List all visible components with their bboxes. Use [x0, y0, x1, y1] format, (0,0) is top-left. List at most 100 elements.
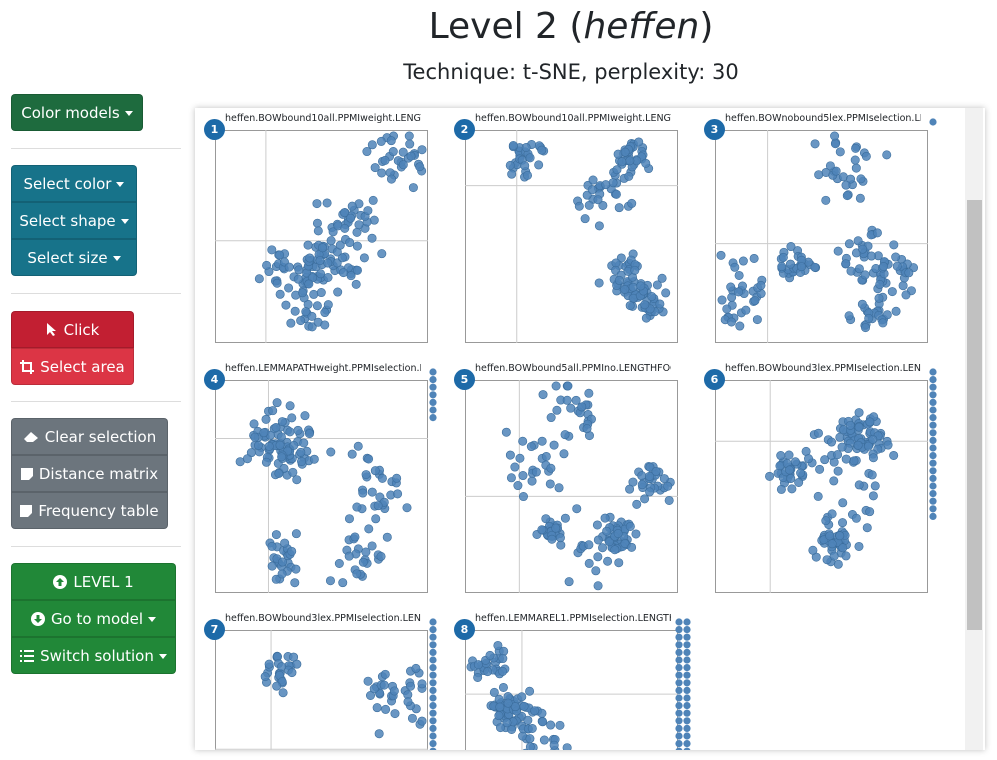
point[interactable]: [866, 251, 876, 261]
point[interactable]: [316, 269, 326, 279]
point[interactable]: [415, 162, 425, 172]
point[interactable]: [537, 145, 547, 155]
point[interactable]: [261, 414, 271, 424]
point[interactable]: [318, 243, 328, 253]
outlier-point[interactable]: [929, 467, 937, 475]
point[interactable]: [275, 250, 285, 260]
point[interactable]: [312, 199, 322, 209]
point[interactable]: [551, 381, 561, 391]
point[interactable]: [592, 520, 602, 530]
point[interactable]: [377, 249, 387, 259]
point[interactable]: [833, 466, 843, 476]
outlier-point[interactable]: [929, 414, 937, 422]
point[interactable]: [369, 684, 379, 694]
point[interactable]: [367, 140, 377, 150]
point[interactable]: [584, 558, 594, 568]
outlier-point[interactable]: [929, 497, 937, 505]
outlier-point[interactable]: [675, 679, 683, 687]
point[interactable]: [786, 474, 796, 484]
point[interactable]: [373, 501, 383, 511]
point[interactable]: [380, 669, 390, 679]
point[interactable]: [833, 450, 843, 460]
point[interactable]: [571, 395, 581, 405]
point[interactable]: [594, 278, 604, 288]
point[interactable]: [735, 321, 745, 331]
point[interactable]: [630, 265, 640, 275]
point[interactable]: [350, 532, 360, 542]
outlier-point[interactable]: [429, 724, 437, 732]
outlier-point[interactable]: [675, 641, 683, 649]
point[interactable]: [829, 476, 839, 486]
outlier-point[interactable]: [429, 618, 437, 626]
outlier-point[interactable]: [429, 383, 437, 391]
outlier-point[interactable]: [675, 633, 683, 641]
point[interactable]: [624, 171, 634, 181]
point[interactable]: [727, 292, 737, 302]
point[interactable]: [352, 265, 362, 275]
point[interactable]: [580, 214, 590, 224]
outlier-point[interactable]: [429, 717, 437, 725]
point[interactable]: [278, 688, 288, 698]
point[interactable]: [359, 253, 369, 263]
outlier-point[interactable]: [429, 679, 437, 687]
point[interactable]: [831, 166, 841, 176]
point[interactable]: [403, 697, 413, 707]
outlier-point[interactable]: [429, 398, 437, 406]
point[interactable]: [473, 672, 483, 682]
point[interactable]: [835, 432, 845, 442]
point[interactable]: [312, 218, 322, 228]
point[interactable]: [830, 131, 840, 141]
point[interactable]: [555, 720, 565, 730]
point[interactable]: [821, 516, 831, 526]
point[interactable]: [825, 161, 835, 171]
point[interactable]: [519, 701, 529, 711]
point[interactable]: [601, 180, 611, 190]
point[interactable]: [307, 311, 317, 321]
point[interactable]: [657, 273, 667, 283]
point[interactable]: [591, 566, 601, 576]
outlier-point[interactable]: [429, 391, 437, 399]
outlier-point[interactable]: [683, 679, 691, 687]
point[interactable]: [502, 718, 512, 728]
point[interactable]: [552, 405, 562, 415]
point[interactable]: [264, 441, 274, 451]
click-button[interactable]: Click: [11, 311, 134, 348]
outlier-point[interactable]: [683, 626, 691, 634]
outlier-point[interactable]: [683, 747, 691, 750]
point[interactable]: [734, 270, 744, 280]
point[interactable]: [526, 442, 536, 452]
point[interactable]: [891, 306, 901, 316]
outlier-point[interactable]: [683, 717, 691, 725]
outlier-point[interactable]: [675, 724, 683, 732]
outlier-point[interactable]: [683, 740, 691, 748]
point[interactable]: [854, 264, 864, 274]
outlier-point[interactable]: [429, 747, 437, 750]
outlier-point[interactable]: [675, 702, 683, 710]
point[interactable]: [750, 296, 760, 306]
point[interactable]: [627, 198, 637, 208]
point[interactable]: [813, 491, 823, 501]
point[interactable]: [549, 440, 559, 450]
outlier-point[interactable]: [929, 474, 937, 482]
point[interactable]: [379, 680, 389, 690]
point[interactable]: [363, 676, 373, 686]
point[interactable]: [352, 569, 362, 579]
point[interactable]: [632, 499, 642, 509]
point[interactable]: [325, 576, 335, 586]
outlier-point[interactable]: [683, 686, 691, 694]
point[interactable]: [604, 537, 614, 547]
point[interactable]: [323, 300, 333, 310]
point[interactable]: [518, 471, 528, 481]
point[interactable]: [382, 532, 392, 542]
point[interactable]: [267, 561, 277, 571]
outlier-point[interactable]: [675, 618, 683, 626]
point[interactable]: [857, 299, 867, 309]
point[interactable]: [741, 305, 751, 315]
point[interactable]: [309, 289, 319, 299]
point[interactable]: [860, 270, 870, 280]
outlier-point[interactable]: [675, 686, 683, 694]
point[interactable]: [525, 153, 535, 163]
point[interactable]: [280, 538, 290, 548]
point[interactable]: [298, 288, 308, 298]
point[interactable]: [598, 543, 608, 553]
